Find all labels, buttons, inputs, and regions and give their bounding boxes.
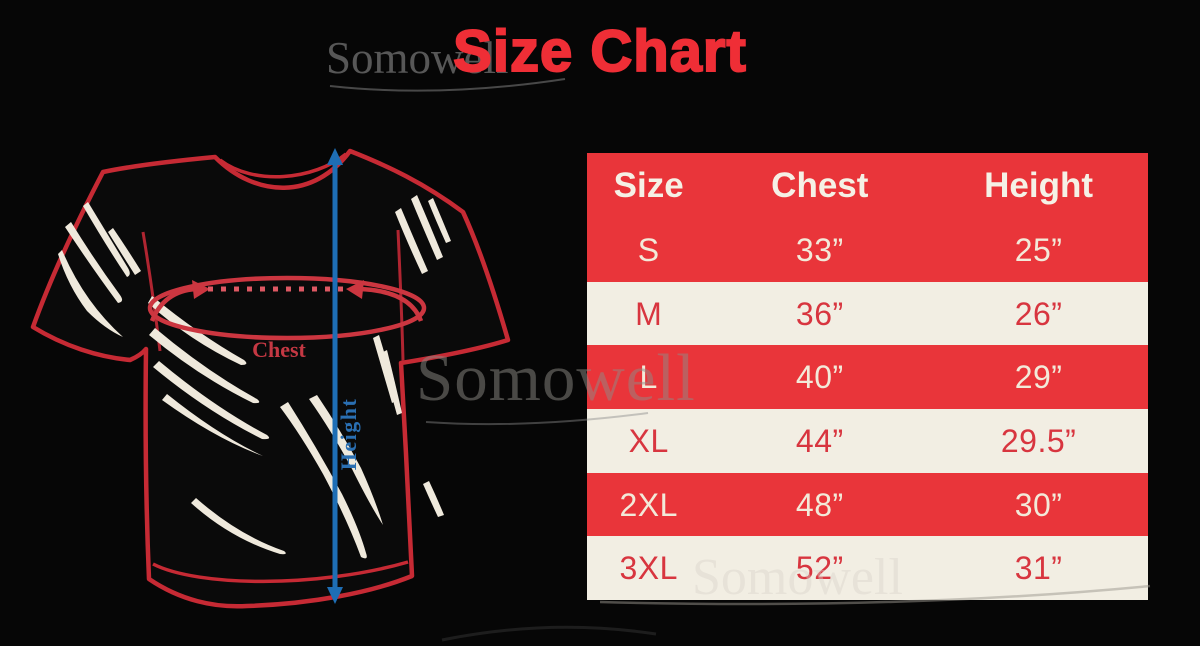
height-value: 30”	[1014, 486, 1063, 523]
size-table: Size Chest Height S 33” 25” M 36” 26” L …	[587, 153, 1148, 601]
height-value: 25”	[1014, 231, 1063, 268]
tshirt-diagram: Chest Height	[30, 148, 511, 609]
shirt-highlights	[58, 195, 451, 559]
chest-value: 48”	[795, 486, 844, 523]
table-header-row: Size Chest Height	[587, 153, 1148, 218]
chest-value: 52”	[795, 550, 844, 587]
size-value: 2XL	[619, 486, 678, 523]
chest-value: 44”	[795, 422, 844, 459]
chest-value: 36”	[795, 295, 844, 332]
column-header-chest: Chest	[771, 166, 869, 205]
height-value: 29.5”	[1000, 422, 1077, 459]
chest-measure-ellipse	[147, 275, 427, 341]
column-header-size: Size	[613, 166, 684, 205]
table-row-m: M 36” 26”	[587, 281, 1148, 346]
table-row-xl: XL 44” 29.5”	[587, 409, 1148, 473]
height-label: Height	[336, 398, 361, 471]
height-value: 31”	[1014, 550, 1063, 587]
chest-value: 33”	[795, 231, 844, 268]
chest-measure-arrows	[149, 280, 424, 322]
column-header-height: Height	[984, 166, 1094, 205]
page-title: Size Chart	[452, 18, 747, 85]
chest-value: 40”	[795, 359, 844, 396]
size-value: 3XL	[619, 550, 678, 587]
height-value: 26”	[1014, 295, 1063, 332]
size-value: M	[635, 295, 663, 332]
size-value: L	[639, 359, 658, 396]
table-row-l: L 40” 29”	[587, 345, 1148, 410]
size-value: XL	[628, 422, 669, 459]
height-value: 29”	[1014, 359, 1063, 396]
table-row-2xl: 2XL 48” 30”	[587, 472, 1148, 537]
table-row-s: S 33” 25”	[587, 218, 1148, 282]
table-row-3xl: 3XL 52” 31”	[587, 536, 1148, 601]
height-measure-arrow	[327, 148, 343, 604]
size-value: S	[637, 231, 660, 268]
chest-label: Chest	[252, 337, 306, 362]
